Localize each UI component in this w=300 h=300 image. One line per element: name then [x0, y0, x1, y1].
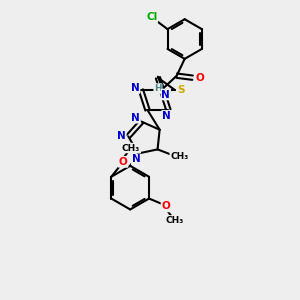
- Text: S: S: [177, 85, 184, 95]
- Text: O: O: [195, 73, 204, 83]
- Text: CH₃: CH₃: [166, 216, 184, 225]
- Text: Cl: Cl: [146, 12, 157, 22]
- Text: N: N: [161, 89, 170, 100]
- Text: N: N: [132, 154, 141, 164]
- Text: O: O: [161, 202, 170, 212]
- Text: CH₃: CH₃: [122, 143, 140, 152]
- Text: CH₃: CH₃: [170, 152, 188, 161]
- Text: N: N: [130, 83, 140, 93]
- Text: H: H: [154, 84, 162, 93]
- Text: O: O: [119, 157, 128, 167]
- Text: N: N: [131, 113, 140, 123]
- Text: N: N: [162, 111, 171, 121]
- Text: N: N: [117, 131, 126, 141]
